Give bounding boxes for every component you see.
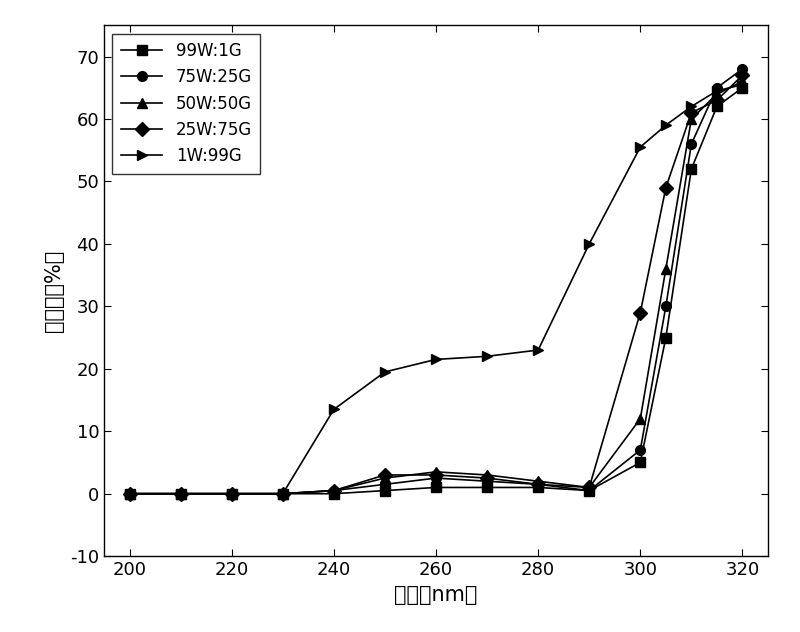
50W:50G: [278, 490, 287, 497]
50W:50G: [686, 115, 696, 123]
1W:99G: [738, 81, 747, 88]
99W:1G: [661, 334, 670, 341]
25W:75G: [661, 184, 670, 191]
99W:1G: [329, 490, 338, 497]
X-axis label: 波长（nm）: 波长（nm）: [394, 585, 478, 605]
25W:75G: [125, 490, 134, 497]
99W:1G: [712, 102, 722, 110]
1W:99G: [661, 121, 670, 129]
75W:25G: [431, 474, 441, 482]
75W:25G: [661, 303, 670, 310]
50W:50G: [585, 483, 594, 491]
75W:25G: [125, 490, 134, 497]
99W:1G: [686, 165, 696, 173]
99W:1G: [125, 490, 134, 497]
1W:99G: [176, 490, 186, 497]
75W:25G: [635, 446, 645, 454]
75W:25G: [534, 480, 543, 488]
Line: 50W:50G: 50W:50G: [125, 76, 747, 499]
99W:1G: [176, 490, 186, 497]
99W:1G: [635, 459, 645, 466]
75W:25G: [686, 140, 696, 148]
50W:50G: [661, 265, 670, 272]
50W:50G: [176, 490, 186, 497]
75W:25G: [712, 84, 722, 92]
1W:99G: [329, 406, 338, 413]
1W:99G: [278, 490, 287, 497]
Line: 1W:99G: 1W:99G: [125, 80, 747, 499]
25W:75G: [380, 471, 390, 479]
1W:99G: [380, 368, 390, 375]
50W:50G: [738, 78, 747, 85]
50W:50G: [712, 90, 722, 98]
75W:25G: [176, 490, 186, 497]
1W:99G: [585, 240, 594, 248]
99W:1G: [585, 487, 594, 494]
25W:75G: [635, 309, 645, 317]
75W:25G: [227, 490, 237, 497]
50W:50G: [125, 490, 134, 497]
1W:99G: [534, 346, 543, 354]
Legend: 99W:1G, 75W:25G, 50W:50G, 25W:75G, 1W:99G: 99W:1G, 75W:25G, 50W:50G, 25W:75G, 1W:99…: [112, 33, 260, 174]
99W:1G: [534, 483, 543, 491]
50W:50G: [482, 471, 492, 479]
25W:75G: [585, 483, 594, 491]
50W:50G: [431, 468, 441, 476]
1W:99G: [431, 356, 441, 363]
50W:50G: [227, 490, 237, 497]
Line: 25W:75G: 25W:75G: [125, 70, 747, 499]
75W:25G: [380, 480, 390, 488]
50W:50G: [635, 415, 645, 423]
99W:1G: [278, 490, 287, 497]
99W:1G: [380, 487, 390, 494]
25W:75G: [278, 490, 287, 497]
50W:50G: [380, 474, 390, 482]
75W:25G: [585, 487, 594, 494]
99W:1G: [482, 483, 492, 491]
25W:75G: [227, 490, 237, 497]
1W:99G: [635, 143, 645, 151]
25W:75G: [431, 471, 441, 479]
Y-axis label: 透光率（%）: 透光率（%）: [45, 250, 65, 332]
25W:75G: [329, 487, 338, 494]
25W:75G: [534, 480, 543, 488]
25W:75G: [482, 474, 492, 482]
Line: 99W:1G: 99W:1G: [125, 83, 747, 499]
25W:75G: [712, 97, 722, 104]
99W:1G: [431, 483, 441, 491]
25W:75G: [176, 490, 186, 497]
75W:25G: [329, 487, 338, 494]
75W:25G: [482, 477, 492, 485]
99W:1G: [738, 84, 747, 92]
50W:50G: [534, 477, 543, 485]
25W:75G: [686, 109, 696, 116]
1W:99G: [712, 87, 722, 95]
1W:99G: [125, 490, 134, 497]
50W:50G: [329, 487, 338, 494]
1W:99G: [482, 353, 492, 360]
Line: 75W:25G: 75W:25G: [125, 64, 747, 499]
99W:1G: [227, 490, 237, 497]
75W:25G: [738, 65, 747, 73]
25W:75G: [738, 71, 747, 79]
75W:25G: [278, 490, 287, 497]
1W:99G: [686, 102, 696, 110]
1W:99G: [227, 490, 237, 497]
